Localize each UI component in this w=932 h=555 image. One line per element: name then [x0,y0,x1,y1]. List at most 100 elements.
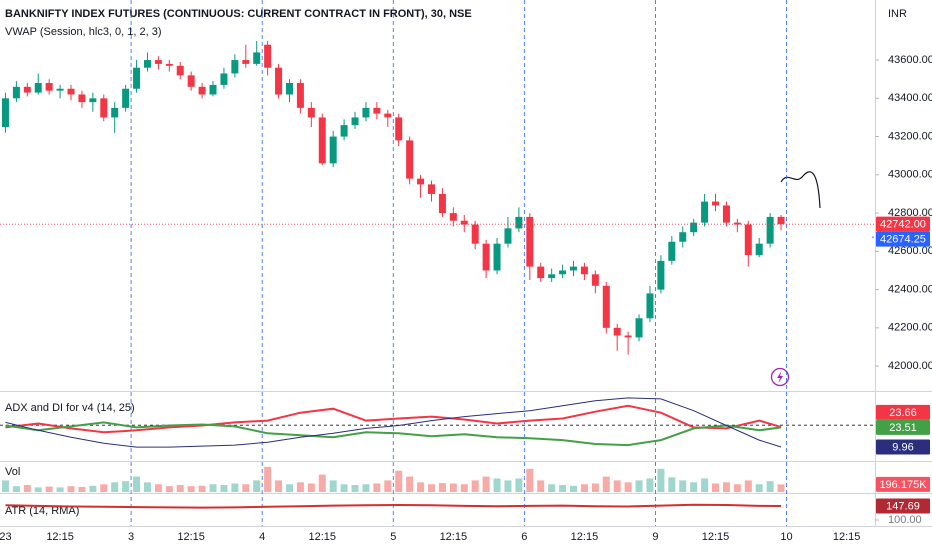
volume-bar [198,485,206,492]
candle-body [165,63,173,66]
last-value-label-box [876,404,930,420]
alert-icon[interactable] [770,367,790,387]
volume-bar [23,485,31,492]
candle-body [67,88,75,95]
volume-bar [515,478,523,492]
x-tick-label: 4 [259,531,265,543]
volume-bar [460,484,468,492]
candle-body [449,213,457,221]
volume-bar [296,482,304,492]
drawing [780,171,821,209]
candle-body [340,125,348,137]
candle-body [34,83,42,93]
volume-bar [12,486,20,492]
x-tick-label: 12:15 [702,531,730,543]
candle-body [133,67,141,89]
last-volume-label-box [876,476,930,492]
volume-bar [537,480,545,492]
volume-bar [635,480,643,492]
candle-body [78,94,86,103]
candle-body [438,193,446,214]
candle-body [493,243,501,271]
x-tick-label: 12:15 [308,531,336,543]
volume-bar [362,484,370,492]
last-value-label: 9.96 [892,441,913,453]
volume-bar [78,486,86,492]
x-tick-label: 9 [652,531,658,543]
candle-body [526,216,534,267]
candle-body [351,117,359,126]
pane-title: ATR (14, RMA) [5,505,79,517]
candle-body [591,274,599,286]
volume-bar [602,476,610,492]
candle-body [635,318,643,338]
volume-bar [45,486,53,492]
volume-bar [471,480,479,492]
volume-bar [570,485,578,492]
candle-body [1,98,9,128]
vwap-label: 42674.25 [880,234,926,246]
x-tick-label: 6 [521,531,527,543]
candle-body [395,117,403,141]
y-tick-label: 42000.00 [888,360,932,372]
y-tick-label: 43400.00 [888,92,932,104]
candle-body [744,224,752,256]
candle-body [515,216,523,229]
indicator-line [5,503,782,509]
x-tick-label: 5 [390,531,396,543]
volume-bar [504,480,512,492]
volume-bar [417,482,425,492]
x-tick-label: 10 [780,531,792,543]
volume-bar [34,487,42,492]
volume-bar [340,484,348,492]
volume-bar [766,481,774,492]
volume-bar [482,476,490,492]
volume-bar [133,476,141,492]
volume-bar [668,477,676,492]
candle-body [548,274,556,279]
y-tick-label: 100.00 [888,514,922,526]
volume-bar [209,484,217,492]
volume-bar [679,480,687,492]
volume-bar [231,483,239,492]
candle-body [679,232,687,242]
candle-body [56,88,64,91]
volume-bar [122,481,130,492]
candle-body [154,60,162,64]
candle-body [253,52,261,64]
candle-body [766,216,774,244]
chart-subtitle: VWAP (Session, hlc3, 0, 1, 2, 3) [5,26,162,38]
volume-bar [89,485,97,492]
volume-bar [722,482,730,492]
last-value-label-box [876,419,930,435]
candle-body [329,136,337,164]
candle-body [755,243,763,256]
candle-body [624,335,632,338]
volume-bar [307,483,315,492]
candle-body [712,201,720,206]
volume-bar [744,480,752,492]
volume-bar [143,482,151,492]
candle-body [209,84,217,95]
volume-bar [176,485,184,492]
candle-body [580,266,588,275]
last-value-label-box [876,439,930,455]
volume-bar [580,484,588,492]
candle-body [111,107,119,118]
candle-body [307,107,315,118]
candle-body [143,60,151,68]
candle-body [231,60,239,74]
volume-bar [406,476,414,492]
volume-bar [56,487,64,492]
candle-body [646,293,654,319]
candle-body [570,266,578,271]
pane-title: Vol [5,466,20,478]
last-value-label-box [876,498,930,514]
volume-bar [449,483,457,492]
chart-title: BANKNIFTY INDEX FUTURES (CONTINUOUS: CUR… [5,8,472,20]
last-price-label-box [876,216,930,232]
volume-bar [220,485,228,492]
candle-body [23,86,31,93]
candle-body [471,224,479,244]
candle-body [220,73,228,85]
